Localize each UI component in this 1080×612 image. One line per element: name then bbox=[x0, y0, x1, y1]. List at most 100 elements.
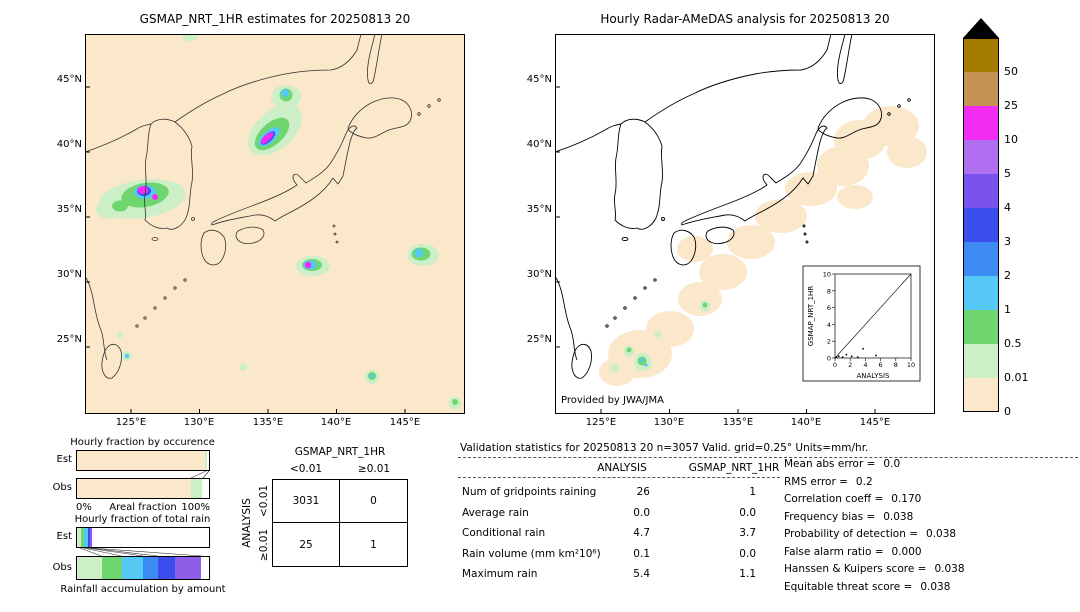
validation-row-label: Average rain bbox=[462, 507, 529, 519]
score-row: Hanssen & Kuipers score = 0.038 bbox=[784, 563, 965, 575]
rain-layer-cyan bbox=[639, 358, 648, 367]
validation-analysis-value: 0.1 bbox=[633, 548, 650, 560]
occurrence-obs-bar bbox=[76, 478, 210, 499]
lon-tick: 135°E bbox=[722, 417, 754, 428]
svg-text:8: 8 bbox=[827, 287, 831, 295]
colorbar-level: 0 bbox=[1004, 405, 1011, 418]
colorbar-level: 2 bbox=[1004, 269, 1011, 282]
colorbar-level: 0.01 bbox=[1004, 371, 1029, 384]
lon-tick: 145°E bbox=[389, 417, 421, 428]
score-value: 0.0 bbox=[883, 458, 901, 470]
lat-tick: 40°N bbox=[526, 139, 552, 150]
validation-analysis-value: 4.7 bbox=[633, 527, 650, 539]
totalrain-chart-title: Hourly fraction of total rain bbox=[74, 514, 211, 525]
colorbar-level: 5 bbox=[1004, 167, 1011, 180]
lon-tick: 140°E bbox=[790, 417, 822, 428]
lat-tick: 30°N bbox=[526, 269, 552, 280]
inset-y-ticklabels: 0 2 4 6 8 10 bbox=[823, 271, 831, 363]
radar-amedas-map: 0 2 4 6 8 10 0 2 4 6 8 10 GSMAP_NRT_1HR … bbox=[555, 34, 935, 414]
svg-text:10: 10 bbox=[823, 271, 831, 279]
inset-xlabel: ANALYSIS bbox=[856, 372, 890, 380]
svg-text:2: 2 bbox=[848, 361, 852, 369]
colorbar bbox=[963, 18, 999, 412]
svg-text:0: 0 bbox=[827, 355, 831, 363]
colorbar-level: 1 bbox=[1004, 303, 1011, 316]
validation-gsmap-value: 1.1 bbox=[739, 568, 756, 580]
score-label: False alarm ratio = bbox=[784, 546, 884, 558]
colorbar-level: 10 bbox=[1004, 133, 1018, 146]
score-row: Probability of detection = 0.038 bbox=[784, 528, 956, 540]
bar-connector-lines bbox=[79, 470, 210, 557]
svg-text:0: 0 bbox=[833, 361, 837, 369]
score-label: Mean abs error = bbox=[784, 458, 876, 470]
rain-layer-peach bbox=[599, 106, 927, 386]
one-to-one-line bbox=[834, 273, 912, 359]
lat-tick: 30°N bbox=[56, 269, 82, 280]
score-row: Correlation coeff = 0.170 bbox=[784, 493, 921, 505]
lat-tick: 25°N bbox=[526, 334, 552, 345]
lat-tick: 40°N bbox=[56, 139, 82, 150]
score-label: Hanssen & Kuipers score = bbox=[784, 563, 927, 575]
score-label: Frequency bias = bbox=[784, 511, 876, 523]
validation-gsmap-value: 3.7 bbox=[739, 527, 756, 539]
obs-row-label: Obs bbox=[52, 562, 72, 573]
validation-title: Validation statistics for 20250813 20 n=… bbox=[460, 442, 869, 454]
totalrain-chart-caption: Rainfall accumulation by amount bbox=[60, 584, 226, 595]
svg-text:6: 6 bbox=[827, 304, 831, 312]
score-label: Correlation coeff = bbox=[784, 493, 884, 505]
axis-min-label: 0% bbox=[76, 502, 92, 513]
inset-x-ticklabels: 0 2 4 6 8 10 bbox=[833, 361, 915, 369]
divider-dashed bbox=[458, 457, 1078, 458]
score-row: Mean abs error = 0.0 bbox=[784, 458, 900, 470]
lon-tick: 140°E bbox=[320, 417, 352, 428]
svg-text:6: 6 bbox=[879, 361, 883, 369]
right-map-title: Hourly Radar-AMeDAS analysis for 2025081… bbox=[600, 12, 890, 26]
contingency-cell: 25 bbox=[273, 523, 340, 566]
credit-text: Provided by JWA/JMA bbox=[561, 395, 664, 406]
validation-row-label: Conditional rain bbox=[462, 527, 546, 539]
score-label: RMS error = bbox=[784, 476, 848, 488]
colorbar-level: 50 bbox=[1004, 65, 1018, 78]
score-value: 0.170 bbox=[891, 493, 922, 505]
coastlines bbox=[85, 34, 441, 379]
est-row-label: Est bbox=[56, 531, 72, 542]
validation-gsmap-value: 1 bbox=[749, 486, 756, 498]
inset-ticks bbox=[832, 273, 912, 361]
scatter-inset: 0 2 4 6 8 10 0 2 4 6 8 10 GSMAP_NRT_1HR … bbox=[802, 265, 921, 382]
axis-title: Areal fraction bbox=[109, 502, 177, 513]
colorbar-extend-triangle bbox=[963, 18, 999, 38]
score-row: Equitable threat score = 0.038 bbox=[784, 581, 950, 593]
contingency-cell: 1 bbox=[370, 538, 377, 551]
svg-text:4: 4 bbox=[827, 321, 831, 329]
totalrain-est-bar bbox=[76, 527, 210, 548]
colorbar-frame bbox=[963, 38, 999, 412]
score-row: Frequency bias = 0.038 bbox=[784, 511, 913, 523]
score-row: False alarm ratio = 0.000 bbox=[784, 546, 922, 558]
colorbar-level: 0.5 bbox=[1004, 337, 1022, 350]
contingency-col-group: GSMAP_NRT_1HR bbox=[294, 446, 386, 458]
contingency-row-group: ANALYSIS bbox=[241, 498, 253, 548]
lon-tick: 130°E bbox=[183, 417, 215, 428]
colorbar-level: 3 bbox=[1004, 235, 1011, 248]
inset-points bbox=[835, 347, 877, 359]
inset-ylabel: GSMAP_NRT_1HR bbox=[807, 286, 815, 347]
coastlines bbox=[555, 34, 911, 379]
score-value: 0.038 bbox=[934, 563, 965, 575]
contingency-cell: 0 bbox=[340, 480, 407, 523]
occurrence-est-bar bbox=[76, 450, 210, 471]
occurrence-chart-title: Hourly fraction by occurence bbox=[70, 437, 215, 448]
validation-col-gsmap: GSMAP_NRT_1HR bbox=[688, 462, 780, 474]
lat-tick: 45°N bbox=[526, 74, 552, 85]
map-frame bbox=[85, 34, 465, 414]
score-label: Probability of detection = bbox=[784, 528, 919, 540]
lon-tick: 130°E bbox=[653, 417, 685, 428]
colorbar-level: 25 bbox=[1004, 99, 1018, 112]
lat-tick: 45°N bbox=[56, 74, 82, 85]
axis-max-label: 100% bbox=[181, 502, 210, 513]
lon-tick: 125°E bbox=[585, 417, 617, 428]
score-value: 0.038 bbox=[883, 511, 914, 523]
svg-text:2: 2 bbox=[827, 338, 831, 346]
score-value: 0.038 bbox=[926, 528, 957, 540]
contingency-cell: 3031 bbox=[273, 480, 340, 523]
contingency-row-header: ≥0.01 bbox=[258, 528, 270, 562]
